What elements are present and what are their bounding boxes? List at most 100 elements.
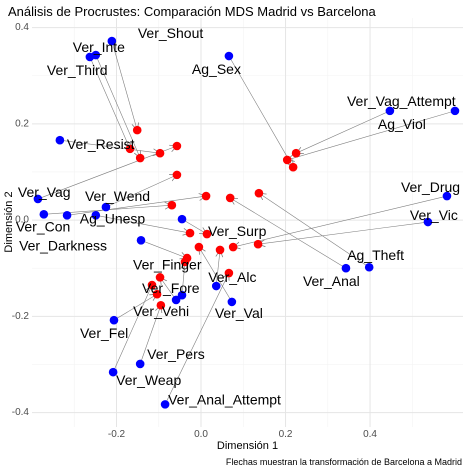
point-label: Ver_Darkness	[19, 237, 107, 253]
transformation-arrow	[113, 294, 157, 321]
transformation-arrow	[89, 56, 130, 149]
red-point	[156, 300, 166, 310]
blue-point	[177, 214, 187, 224]
point-label: Ver_Vic	[410, 207, 458, 223]
transformation-arrow	[216, 250, 220, 287]
blue-point	[211, 281, 221, 291]
chart-caption: Flechas muestran la transformación de Ba…	[226, 457, 462, 467]
point-label: Ver_Resist	[67, 136, 135, 152]
red-point	[225, 193, 235, 203]
blue-point	[171, 295, 181, 305]
point-label: Ver_Shout	[138, 25, 203, 41]
point-label: Ver_Alc	[208, 269, 256, 285]
point-label: Ver_Third	[47, 62, 108, 78]
transformation-arrow	[112, 285, 152, 373]
red-point	[125, 144, 135, 154]
red-point	[135, 153, 145, 163]
y-tick-label: 0.2	[15, 118, 29, 129]
blue-point	[62, 210, 72, 220]
transformation-arrow	[111, 41, 137, 130]
blue-point	[227, 297, 237, 307]
point-label: Ver_Wend	[85, 188, 150, 204]
transformation-arrow	[95, 54, 140, 158]
transformation-arrow	[140, 240, 187, 258]
x-tick-label: 0.4	[363, 429, 377, 440]
transformation-arrow	[95, 214, 190, 233]
point-label: Ver_Anal	[303, 273, 360, 289]
blue-point	[385, 106, 395, 116]
blue-point	[160, 400, 170, 409]
point-label: Ver_Vehi	[133, 303, 189, 319]
y-tick-label: -0.2	[12, 311, 30, 322]
red-point	[132, 125, 142, 135]
blue-points	[33, 36, 460, 409]
transformation-arrow	[182, 262, 185, 296]
point-label: Ag_Sex	[192, 61, 241, 77]
point-label: Ver_Fore	[142, 280, 200, 296]
blue-point	[33, 194, 43, 204]
transformation-arrow	[287, 110, 456, 160]
red-point	[194, 242, 204, 252]
red-point	[185, 228, 195, 238]
blue-point	[177, 290, 187, 300]
point-label: Ver_Inte	[73, 39, 125, 55]
red-point	[215, 245, 225, 255]
transformation-arrow	[259, 193, 370, 268]
x-tick-label: -0.2	[108, 429, 126, 440]
blue-point	[224, 51, 234, 61]
point-label: Ver_Drug	[401, 179, 460, 195]
red-point	[291, 148, 301, 158]
blue-point	[364, 262, 374, 272]
blue-point	[135, 359, 145, 369]
y-tick-label: 0.0	[15, 215, 29, 226]
blue-point	[39, 210, 49, 219]
red-points	[125, 125, 301, 310]
arrows	[37, 41, 456, 405]
blue-point	[55, 135, 65, 145]
red-point	[155, 273, 165, 282]
transformation-arrow	[67, 196, 206, 216]
red-point	[180, 257, 190, 267]
x-axis-title: Dimensión 1	[217, 440, 278, 452]
point-label: Ver_Fel	[80, 325, 128, 341]
point-label: Ag_Unesp	[80, 210, 146, 226]
red-point	[172, 141, 182, 151]
red-point	[254, 188, 264, 198]
blue-point	[450, 106, 460, 116]
y-axis-title: Dimensión 2	[3, 191, 15, 252]
x-tick-label: 0.2	[279, 429, 293, 440]
red-point	[172, 170, 182, 180]
transformation-arrow	[160, 277, 177, 301]
blue-point	[108, 367, 118, 377]
transformation-arrow	[105, 175, 177, 208]
blue-point	[101, 202, 111, 212]
y-axis: -0.4 -0.2 0.0 0.2 0.4	[12, 22, 30, 418]
blue-point	[136, 236, 146, 245]
transformation-arrow	[37, 146, 177, 200]
blue-point	[107, 36, 117, 46]
red-point	[167, 200, 177, 210]
red-point	[147, 280, 157, 290]
point-label: Ver_Val	[215, 305, 263, 321]
point-label: Ver_Surp	[208, 223, 267, 239]
red-point	[253, 239, 263, 249]
transformation-arrow	[181, 218, 207, 234]
red-point	[288, 162, 298, 172]
red-point	[224, 268, 234, 278]
red-point	[152, 289, 162, 299]
point-label: Ag_Viol	[378, 116, 426, 132]
point-label: Ver_Finger	[133, 256, 202, 272]
red-point	[201, 191, 211, 201]
chart-title: Análisis de Procrustes: Comparación MDS …	[8, 4, 377, 19]
point-label: Ver_Con	[16, 218, 70, 234]
y-tick-label: -0.4	[12, 407, 30, 418]
red-point	[155, 148, 165, 158]
transformation-arrow	[164, 273, 229, 405]
point-label: Ag_Theft	[347, 247, 404, 263]
transformation-arrow	[230, 198, 347, 269]
transformation-arrow	[139, 305, 161, 365]
x-tick-label: 0.0	[194, 429, 208, 440]
transformation-arrow	[228, 55, 293, 167]
